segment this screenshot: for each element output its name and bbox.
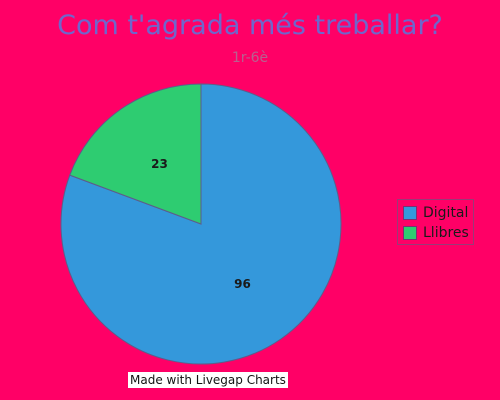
slice-value-label-llibres: 23 bbox=[151, 157, 168, 171]
chart-subtitle: 1r-6è bbox=[231, 50, 269, 66]
legend-label-digital: Digital bbox=[423, 205, 469, 221]
chart-title: Com t'agrada més treballar? bbox=[57, 10, 443, 41]
slice-value-label-digital: 96 bbox=[234, 277, 251, 291]
legend-item-llibres[interactable]: Llibres bbox=[403, 224, 469, 242]
legend-swatch-llibres bbox=[403, 226, 417, 240]
pie-slice-digital[interactable] bbox=[60, 83, 342, 365]
legend-item-digital[interactable]: Digital bbox=[403, 204, 468, 222]
chart-legend: Digital Llibres bbox=[397, 199, 474, 245]
credit-label[interactable]: Made with Livegap Charts bbox=[128, 372, 288, 388]
legend-label-llibres: Llibres bbox=[423, 225, 469, 241]
legend-swatch-digital bbox=[403, 206, 417, 220]
pie-slice-llibres[interactable] bbox=[69, 83, 202, 225]
